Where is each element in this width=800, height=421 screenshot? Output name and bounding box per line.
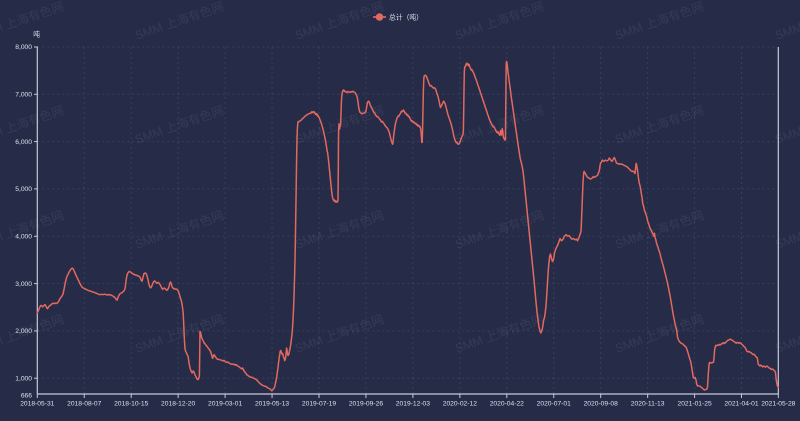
- svg-text:2021-05-28: 2021-05-28: [761, 401, 795, 408]
- svg-text:4,000: 4,000: [15, 234, 32, 241]
- svg-text:2019-03-01: 2019-03-01: [208, 401, 242, 408]
- svg-text:2019-09-26: 2019-09-26: [349, 401, 383, 408]
- svg-text:2020-09-08: 2020-09-08: [584, 401, 618, 408]
- svg-text:2018-10-15: 2018-10-15: [114, 401, 148, 408]
- svg-text:2021-01-25: 2021-01-25: [677, 401, 711, 408]
- svg-text:2018-08-07: 2018-08-07: [67, 401, 101, 408]
- svg-text:2020-04-22: 2020-04-22: [490, 401, 524, 408]
- svg-text:1,000: 1,000: [15, 375, 32, 382]
- svg-text:2019-05-13: 2019-05-13: [255, 401, 289, 408]
- svg-text:6,000: 6,000: [15, 139, 32, 146]
- svg-text:2018-05-31: 2018-05-31: [20, 401, 54, 408]
- svg-text:5,000: 5,000: [15, 186, 32, 193]
- svg-text:2021-04-01: 2021-04-01: [724, 401, 758, 408]
- svg-text:总计（吨）: 总计（吨）: [389, 13, 423, 22]
- svg-text:666: 666: [21, 393, 32, 400]
- svg-text:3,000: 3,000: [15, 281, 32, 288]
- svg-text:2020-11-13: 2020-11-13: [631, 401, 665, 408]
- svg-text:2020-02-12: 2020-02-12: [443, 401, 477, 408]
- svg-text:2020-07-01: 2020-07-01: [537, 401, 571, 408]
- svg-text:8,000: 8,000: [15, 44, 32, 51]
- svg-text:吨: 吨: [33, 30, 40, 39]
- svg-text:7,000: 7,000: [15, 92, 32, 99]
- svg-text:2018-12-20: 2018-12-20: [161, 401, 195, 408]
- svg-text:2019-07-19: 2019-07-19: [302, 401, 336, 408]
- svg-text:2019-12-03: 2019-12-03: [396, 401, 430, 408]
- svg-text:2,000: 2,000: [15, 328, 32, 335]
